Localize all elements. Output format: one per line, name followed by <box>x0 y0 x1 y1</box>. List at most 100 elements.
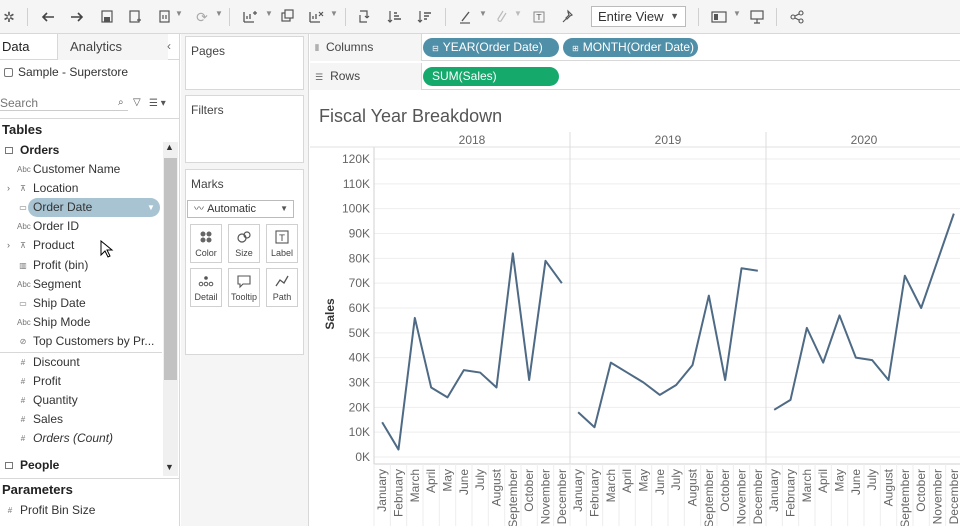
filter-icon[interactable]: ▽ <box>133 97 141 108</box>
x-tick-label: December <box>947 469 960 524</box>
data-source[interactable]: Sample - Superstore <box>4 65 128 79</box>
mark-type-dropdown[interactable]: 〰 Automatic ▼ <box>187 200 294 218</box>
y-axis-title: Sales <box>323 298 337 330</box>
pill-sum-sales[interactable]: SUM(Sales) <box>423 67 559 86</box>
x-tick-label: April <box>620 469 634 493</box>
measure-item[interactable]: # Profit <box>0 372 162 391</box>
table-orders[interactable]: Orders <box>0 141 162 160</box>
toolbar: ✲ ▼ ⟳ ▼ ▼ ▼ ▼ ▼ T <box>0 0 960 34</box>
undo-icon[interactable] <box>40 7 56 27</box>
field-label: Profit <box>33 374 62 389</box>
measure-item[interactable]: # Orders (Count) <box>0 429 162 448</box>
share-icon[interactable] <box>790 7 804 27</box>
table-orders-label: Orders <box>20 143 60 157</box>
scroll-up-icon[interactable]: ▲ <box>165 142 174 152</box>
field-item[interactable]: › ⊼ Product <box>0 236 162 255</box>
x-tick-label: November <box>735 469 749 524</box>
chevron-down-icon[interactable]: ▼ <box>265 9 273 18</box>
x-tick-label: June <box>849 469 863 495</box>
x-tick-label: December <box>555 469 569 524</box>
highlight-icon[interactable] <box>458 7 472 27</box>
group-members-icon[interactable] <box>494 7 508 27</box>
pages-card[interactable]: Pages <box>185 36 304 90</box>
collapse-pane-icon[interactable]: ‹ <box>167 39 171 53</box>
field-item[interactable]: ▭ Order Date ▼ <box>0 198 162 218</box>
x-tick-label: January <box>767 469 781 512</box>
swap-rows-columns-icon[interactable] <box>357 7 373 27</box>
color-button[interactable]: Color <box>190 224 222 263</box>
tooltip-button[interactable]: Tooltip <box>228 268 260 307</box>
field-item[interactable]: ⊘ Top Customers by Pr... <box>0 332 162 351</box>
scrollbar-thumb[interactable] <box>164 158 177 380</box>
path-button[interactable]: Path <box>266 268 298 307</box>
expand-icon[interactable]: › <box>7 183 10 194</box>
pill-year-order-date[interactable]: ⊟ YEAR(Order Date) <box>423 38 559 57</box>
x-tick-label: November <box>539 469 553 524</box>
x-tick-label: December <box>751 469 765 524</box>
tab-data[interactable]: Data <box>0 34 58 60</box>
show-cards-icon[interactable] <box>711 7 727 27</box>
field-menu-icon[interactable]: ▼ <box>147 203 155 213</box>
field-item[interactable]: ▭ Ship Date <box>0 294 162 313</box>
chevron-down-icon[interactable]: ▼ <box>479 9 487 18</box>
expand-icon[interactable]: › <box>7 240 10 251</box>
field-item[interactable]: Abc Customer Name <box>0 160 162 179</box>
number-type-icon: # <box>20 434 26 444</box>
x-tick-label: March <box>800 469 814 502</box>
search-input[interactable] <box>0 95 128 111</box>
label-button[interactable]: T Label <box>266 224 298 263</box>
pause-updates-icon[interactable] <box>158 7 172 27</box>
measure-item[interactable]: # Quantity <box>0 391 162 410</box>
field-item[interactable]: ▥ Profit (bin) <box>0 256 162 275</box>
clear-sheet-icon[interactable] <box>308 7 324 27</box>
fit-view-dropdown[interactable]: Entire View ▼ <box>591 6 686 27</box>
divider <box>0 118 180 119</box>
new-datasource-icon[interactable] <box>128 7 142 27</box>
field-item[interactable]: Abc Order ID <box>0 217 162 236</box>
refresh-icon[interactable]: ⟳ <box>196 9 208 25</box>
pill-month-order-date[interactable]: ⊞ MONTH(Order Date) <box>563 38 698 57</box>
columns-shelf-label: ⦀ Columns <box>310 34 422 61</box>
rows-shelf[interactable]: ☰ Rows SUM(Sales) <box>310 63 960 90</box>
size-button-label: Size <box>235 248 253 258</box>
chevron-down-icon[interactable]: ▼ <box>215 9 223 18</box>
fix-axes-icon[interactable] <box>561 7 575 27</box>
x-tick-label: June <box>457 469 471 495</box>
scroll-down-icon[interactable]: ▼ <box>165 462 174 472</box>
size-button[interactable]: Size <box>228 224 260 263</box>
pill-label: YEAR(Order Date) <box>442 40 543 54</box>
field-item[interactable]: › ⊼ Location <box>0 179 162 198</box>
tab-analytics[interactable]: Analytics <box>58 34 168 60</box>
redo-icon[interactable] <box>69 7 85 27</box>
chevron-down-icon[interactable]: ▼ <box>175 9 183 18</box>
table-people[interactable]: People <box>0 456 162 475</box>
detail-button[interactable]: Detail <box>190 268 222 307</box>
view-options-icon[interactable]: ☰ ▾ <box>149 98 166 109</box>
new-worksheet-icon[interactable] <box>242 7 258 27</box>
save-icon[interactable] <box>100 7 114 27</box>
chevron-down-icon[interactable]: ▼ <box>514 9 522 18</box>
path-icon <box>267 273 297 291</box>
series-line-2019 <box>577 267 758 429</box>
toolbar-separator <box>229 8 230 26</box>
field-label: Location <box>33 181 79 196</box>
tableau-logo-icon[interactable]: ✲ <box>3 9 15 25</box>
measure-item[interactable]: # Sales <box>0 410 162 429</box>
chevron-down-icon[interactable]: ▼ <box>330 9 338 18</box>
presentation-mode-icon[interactable] <box>749 7 765 27</box>
duplicate-sheet-icon[interactable] <box>280 7 294 27</box>
measure-item[interactable]: # Discount <box>0 353 162 372</box>
chevron-down-icon[interactable]: ▼ <box>733 9 741 18</box>
parameter-item[interactable]: # Profit Bin Size <box>0 501 149 520</box>
field-item[interactable]: Abc Ship Mode <box>0 313 162 332</box>
sort-descending-icon[interactable] <box>416 7 432 27</box>
filters-card[interactable]: Filters <box>185 95 304 163</box>
line-chart[interactable]: 0K 10K 20K 30K 40K 50K 60K 70K 80K 90K 100K 110K 120… <box>310 128 960 526</box>
search-icon[interactable]: ⌕ <box>118 97 124 108</box>
pill-label: MONTH(Order Date) <box>582 40 695 54</box>
field-item[interactable]: Abc Segment <box>0 275 162 294</box>
field-label: Orders (Count) <box>33 431 114 446</box>
sort-ascending-icon[interactable] <box>386 7 402 27</box>
show-mark-labels-icon[interactable]: T <box>532 7 546 27</box>
columns-shelf[interactable]: ⦀ Columns ⊟ YEAR(Order Date) ⊞ MONTH(Order … <box>310 34 960 61</box>
